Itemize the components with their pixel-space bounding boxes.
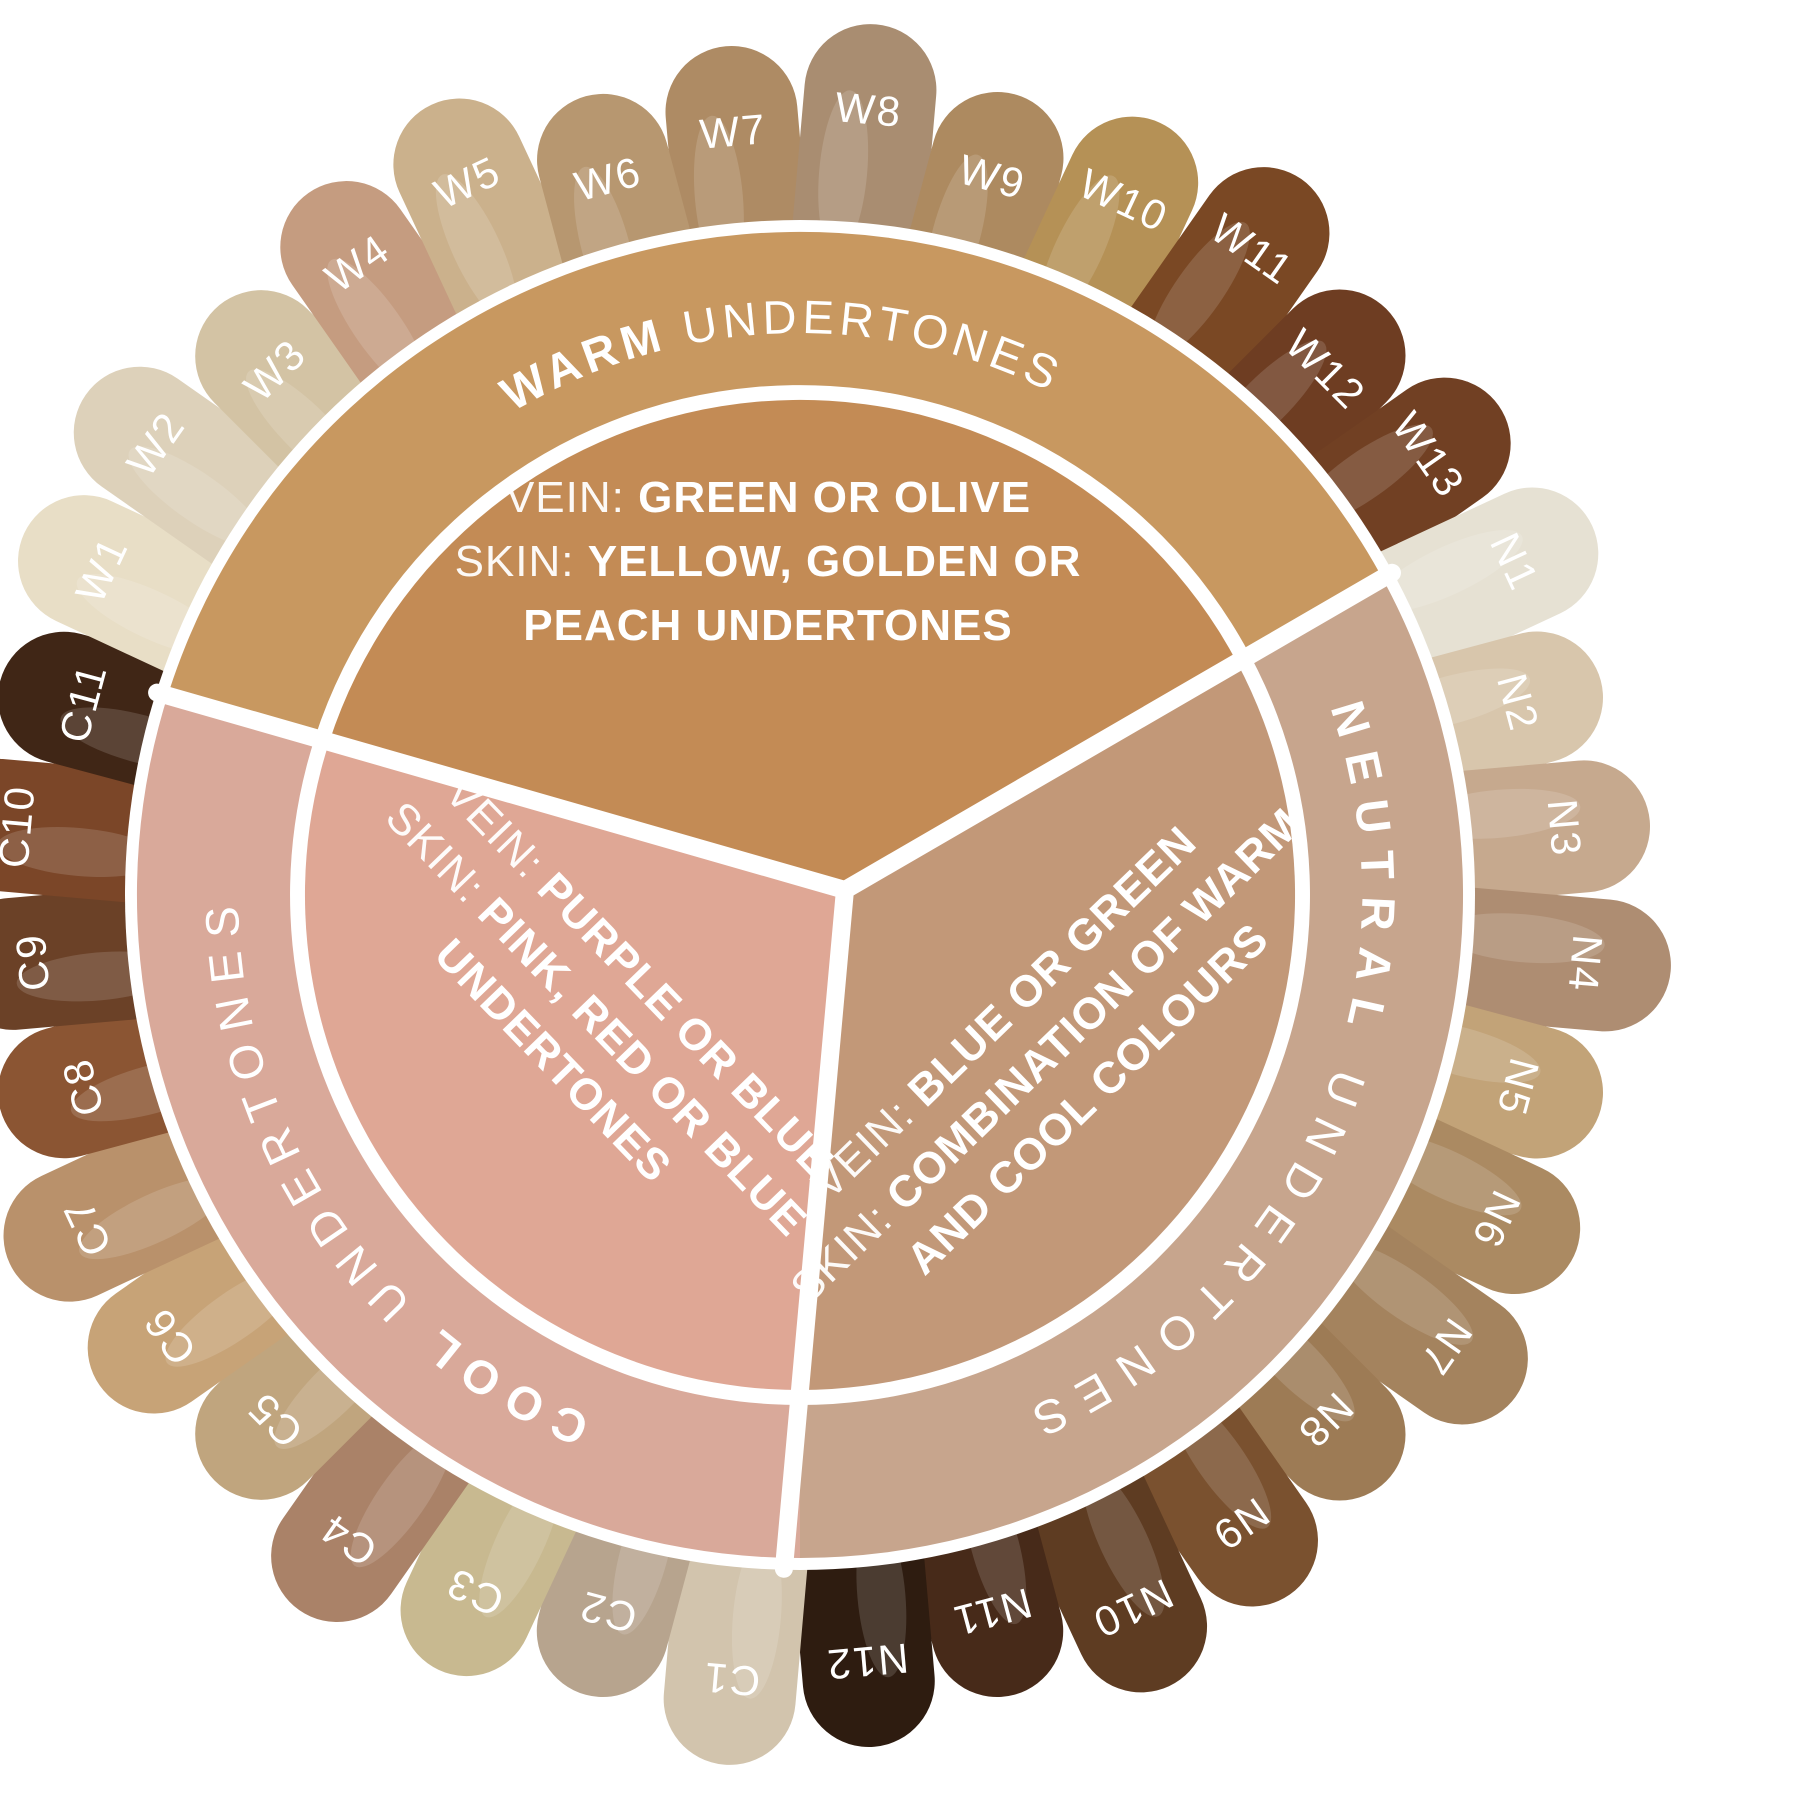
smear-gloss-highlight (1147, 221, 1250, 360)
swatch-label-W8: W8 (833, 83, 904, 136)
smear-gloss-highlight (435, 174, 518, 325)
smear-gloss-highlight (731, 1535, 782, 1699)
swatch-label-N4: N4 (1560, 933, 1612, 995)
pie-sector-warm (329, 399, 1238, 890)
sector-divider (836, 563, 1401, 899)
sector-divider (148, 683, 854, 899)
smear-gloss-highlight (1372, 529, 1523, 612)
swatch-label-C10: C10 (0, 783, 44, 870)
vein-skin-value: PEACH UNDERTONES (523, 601, 1012, 650)
swatch-label-C1: C1 (701, 1654, 763, 1706)
smear-gloss-highlight (818, 90, 869, 254)
smear-gloss-highlight (1441, 913, 1605, 964)
swatch-label-W7: W7 (698, 105, 769, 158)
sector-ring (136, 231, 1464, 1559)
sector-text-line: SKIN: YELLOW, GOLDEN OR (455, 537, 1082, 586)
swatch-label-N3: N3 (1539, 797, 1591, 859)
sector-divider (774, 881, 854, 1578)
ring-sector-cool (136, 690, 801, 1558)
smear-gloss-highlight (128, 446, 266, 549)
sector-text-line: VEIN: GREEN OR OLIVE (505, 473, 1031, 522)
swatch-label-C9: C9 (7, 931, 59, 993)
vein-skin-value: GREEN OR OLIVE (638, 473, 1031, 522)
ring-sector-neutral (800, 583, 1464, 1559)
sector-dividers (148, 563, 1401, 1578)
sector-text-warm: VEIN: GREEN OR OLIVE SKIN: YELLOW, GOLDEN… (455, 473, 1082, 650)
smear-gloss-highlight (79, 1177, 230, 1260)
vein-skin-label: VEIN: (505, 473, 638, 522)
vein-skin-value: YELLOW, GOLDEN OR (588, 537, 1082, 586)
smear-gloss-highlight (350, 1430, 453, 1568)
vein-skin-label: SKIN: (455, 537, 588, 586)
swatch-label-N12: N12 (824, 1635, 911, 1689)
smear-gloss-highlight (1335, 1242, 1474, 1345)
pie-sector-cool (304, 742, 845, 1390)
ring-sector-warm (169, 231, 1386, 738)
smear-gloss-highlight (1082, 1466, 1165, 1617)
sector-text-line: PEACH UNDERTONES (523, 601, 1012, 650)
smear-gloss-highlight (0, 827, 161, 877)
